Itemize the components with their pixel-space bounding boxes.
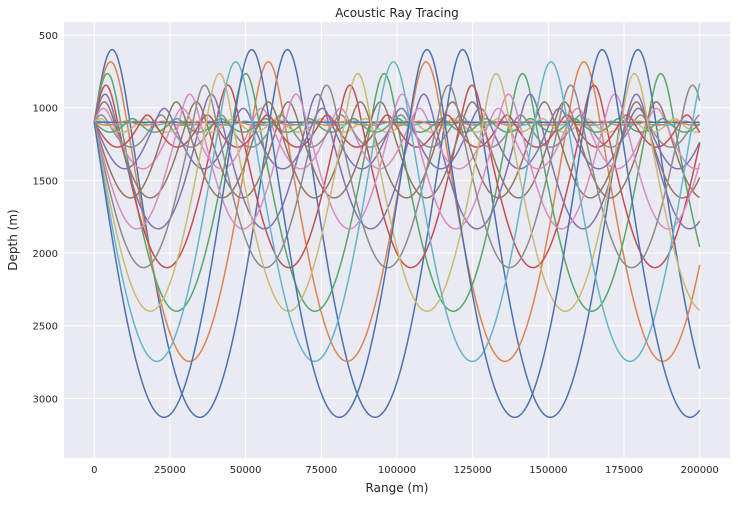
ray-path-11 xyxy=(94,120,700,126)
y-tick-label: 500 xyxy=(39,31,58,42)
y-tick-label: 2000 xyxy=(33,249,58,260)
x-tick-label: 150000 xyxy=(529,465,567,476)
y-tick-label: 3000 xyxy=(33,394,58,405)
x-tick-label: 50000 xyxy=(230,465,262,476)
x-tick-label: 100000 xyxy=(378,465,416,476)
y-axis-ticks: 500 1000 1500 2000 2500 3000 xyxy=(33,31,58,405)
ray-path-3 xyxy=(93,84,701,269)
x-tick-label: 25000 xyxy=(154,465,186,476)
x-tick-label: 175000 xyxy=(605,465,643,476)
ray-path-0 xyxy=(93,48,701,419)
x-tick-label: 125000 xyxy=(454,465,492,476)
ray-path-13 xyxy=(93,114,701,148)
ray-path-19 xyxy=(93,61,701,363)
ray-path-20 xyxy=(93,48,701,419)
ray-path-2 xyxy=(93,72,701,312)
x-tick-label: 75000 xyxy=(305,465,337,476)
ray-path-18 xyxy=(93,72,701,312)
ray-path-17 xyxy=(93,84,701,269)
ray-path-7 xyxy=(93,114,701,148)
ray-path-4 xyxy=(93,93,701,230)
ray-path-16 xyxy=(93,93,701,230)
chart-title: Acoustic Ray Tracing xyxy=(335,6,459,20)
y-tick-label: 1000 xyxy=(33,104,58,115)
y-tick-label: 1500 xyxy=(33,176,58,187)
y-axis-label: Depth (m) xyxy=(6,209,20,270)
y-tick-label: 2500 xyxy=(33,322,58,333)
x-tick-label: 0 xyxy=(91,465,97,476)
x-tick-label: 200000 xyxy=(681,465,719,476)
ray-paths xyxy=(93,48,701,419)
ray-path-14 xyxy=(93,107,701,170)
x-axis-ticks: 0 25000 50000 75000 100000 125000 150000 175000… xyxy=(91,465,719,476)
x-axis-label: Range (m) xyxy=(366,481,429,495)
